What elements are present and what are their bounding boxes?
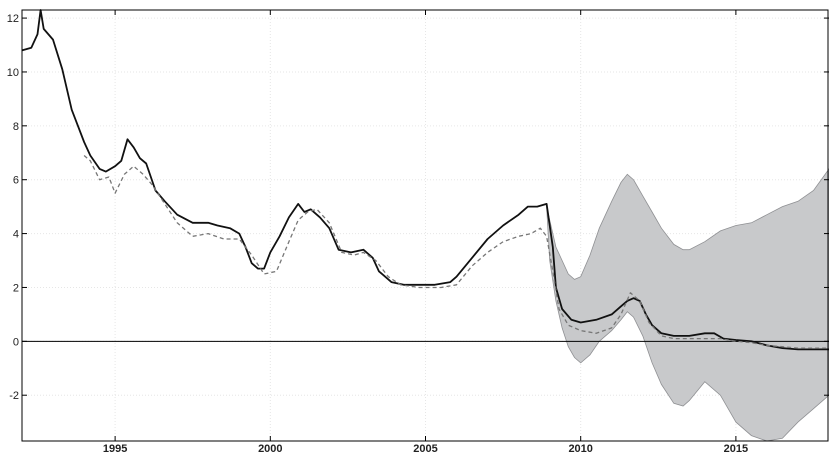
confidence-band-area xyxy=(546,168,829,442)
x-tick-label: 2015 xyxy=(724,443,748,455)
y-tick-label: 4 xyxy=(13,229,19,241)
y-axis-tick-labels: -2 0 2 4 6 8 10 12 xyxy=(7,13,19,402)
x-tick-label: 2010 xyxy=(568,443,592,455)
x-tick-label: 2005 xyxy=(413,443,437,455)
x-axis-tick-labels: 1995 2000 2005 2010 2015 xyxy=(103,443,748,455)
y-tick-label: 12 xyxy=(7,13,19,25)
y-tick-label: 6 xyxy=(13,175,19,187)
y-tick-label: -2 xyxy=(9,390,19,402)
y-tick-label: 2 xyxy=(13,282,19,294)
solid-series-line xyxy=(21,9,829,351)
confidence-band xyxy=(546,168,829,442)
dashed-series-line xyxy=(83,155,829,349)
y-tick-label: 8 xyxy=(13,121,19,133)
y-tick-label: 0 xyxy=(13,336,19,348)
axis-ticks xyxy=(22,10,829,441)
x-tick-label: 1995 xyxy=(103,443,127,455)
x-tick-label: 2000 xyxy=(258,443,282,455)
series-lines xyxy=(21,9,829,351)
y-tick-label: 10 xyxy=(7,67,19,79)
